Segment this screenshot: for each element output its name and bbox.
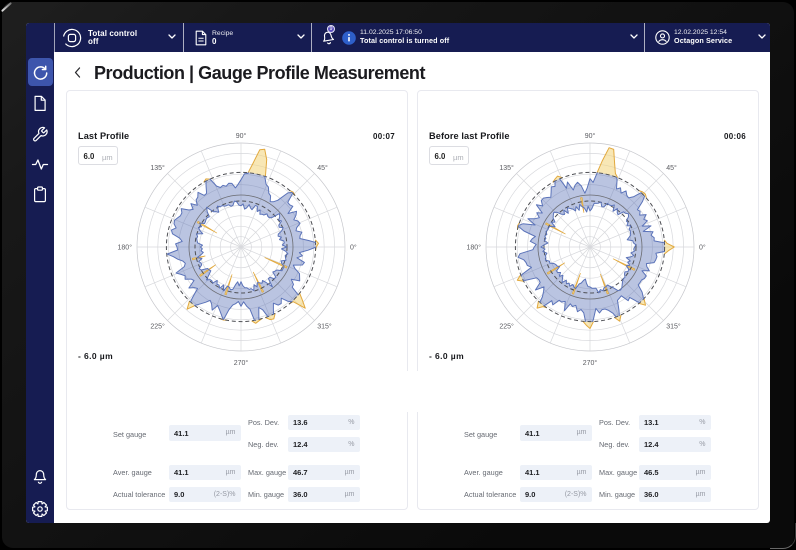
svg-text:90°: 90° xyxy=(585,132,596,140)
svg-text:225°: 225° xyxy=(499,323,514,331)
svg-text:315°: 315° xyxy=(317,323,332,331)
svg-text:0°: 0° xyxy=(350,243,357,251)
svg-text:180°: 180° xyxy=(118,243,133,251)
svg-text:225°: 225° xyxy=(150,323,165,331)
svg-text:45°: 45° xyxy=(317,164,328,172)
svg-text:45°: 45° xyxy=(666,164,677,172)
svg-text:135°: 135° xyxy=(499,164,514,172)
svg-text:180°: 180° xyxy=(467,243,482,251)
svg-text:90°: 90° xyxy=(236,132,247,140)
svg-text:270°: 270° xyxy=(234,359,249,367)
svg-text:135°: 135° xyxy=(150,164,165,172)
svg-text:270°: 270° xyxy=(583,359,598,367)
svg-text:315°: 315° xyxy=(666,323,681,331)
svg-text:0°: 0° xyxy=(699,243,706,251)
